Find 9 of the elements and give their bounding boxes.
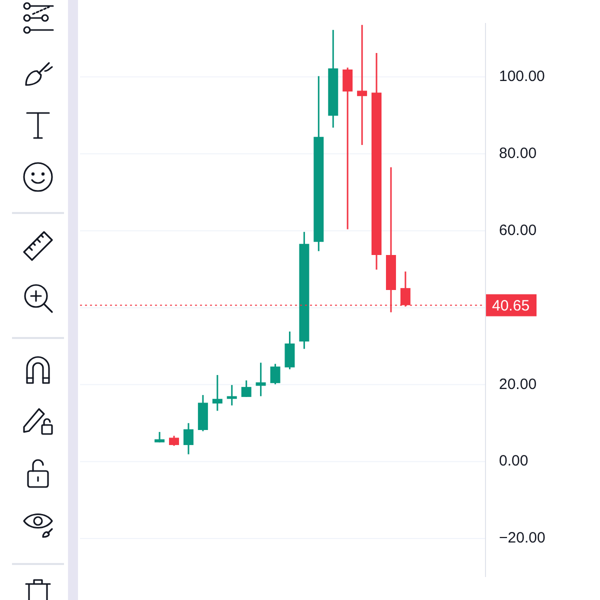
y-tick-label: 20.00 [499,376,537,393]
candlestick [357,24,368,145]
y-tick-label: 60.00 [499,222,537,239]
y-tick-label: 100.00 [499,68,545,85]
candlestick [256,362,266,396]
y-tick-label: −20.00 [499,530,546,547]
y-tick-label: 80.00 [499,144,537,162]
ref-line-label: 40.65 [492,297,530,314]
y-tick-label: 0.00 [499,452,528,470]
